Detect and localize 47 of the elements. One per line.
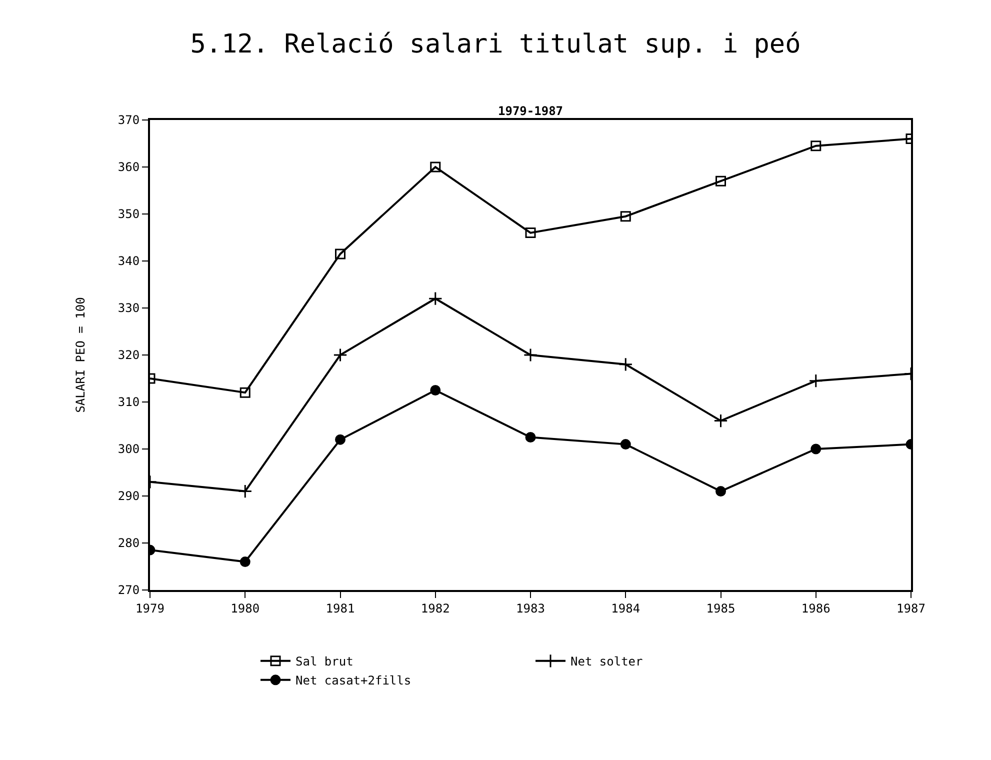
point [618,357,633,372]
y-tick-label: 370 [118,113,140,128]
y-tick-label: 310 [118,395,140,410]
y-tick-label: 340 [118,254,140,268]
y-tick-label: 320 [118,348,140,362]
y-tick-label: 290 [118,489,140,504]
y-tick-label: 280 [118,536,140,550]
x-tick-label: 1987 [896,601,926,616]
point [620,439,631,450]
x-tick-label: 1984 [611,601,640,616]
x-tick-label: 1982 [420,601,450,616]
point [238,484,252,498]
x-tick-label: 1983 [516,601,545,616]
point [714,414,728,428]
y-axis-title: SALARI PEO = 100 [74,297,88,413]
point [525,228,536,238]
point [430,162,441,172]
legend-label: Net casat+2fills [296,674,412,688]
point [335,248,346,260]
point [716,486,726,497]
point [620,211,631,222]
point [333,348,348,362]
y-tick-label: 270 [118,583,140,598]
chart-subtitle: 1979-1987 [498,104,564,118]
point [335,434,346,445]
point [716,176,726,186]
x-tick-label: 1981 [326,601,355,616]
point [428,292,442,306]
y-tick-label: 300 [118,442,140,456]
x-tick-label: 1986 [801,601,830,616]
point [810,444,822,454]
point [523,348,538,362]
legend-label: Net solter [570,654,643,669]
y-tick-label: 350 [118,207,140,222]
point [810,140,822,152]
x-tick-label: 1979 [136,601,164,616]
y-tick-label: 360 [118,160,140,174]
point [240,556,250,568]
point [525,432,536,442]
y-tick-label: 330 [118,301,140,316]
chart-title: 5.12. Relació salari titulat sup. i peó [190,29,801,60]
legend-label: Sal brut [296,654,354,669]
point [808,374,823,388]
x-tick-label: 1980 [230,601,260,616]
x-tick-label: 1985 [706,601,736,616]
point [430,385,441,396]
point [240,387,250,398]
